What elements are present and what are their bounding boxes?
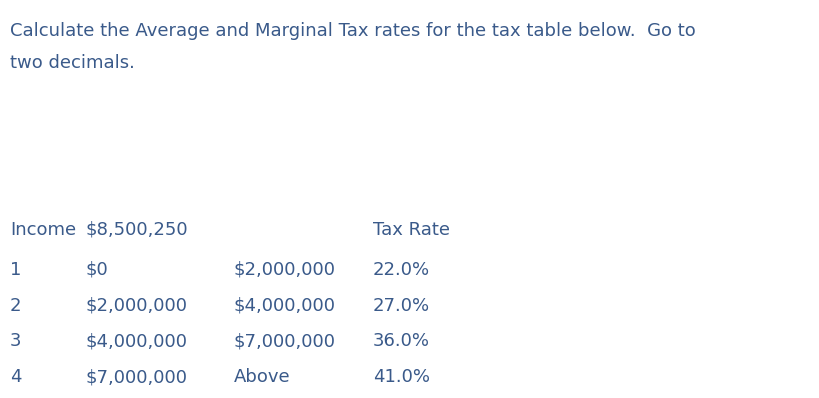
Text: Income: Income bbox=[10, 221, 76, 239]
Text: 27.0%: 27.0% bbox=[373, 297, 430, 314]
Text: $7,000,000: $7,000,000 bbox=[233, 332, 336, 350]
Text: $4,000,000: $4,000,000 bbox=[233, 297, 336, 314]
Text: 3: 3 bbox=[10, 332, 21, 350]
Text: Above: Above bbox=[233, 368, 290, 386]
Text: $4,000,000: $4,000,000 bbox=[86, 332, 188, 350]
Text: $8,500,250: $8,500,250 bbox=[86, 221, 188, 239]
Text: $2,000,000: $2,000,000 bbox=[86, 297, 188, 314]
Text: 4: 4 bbox=[10, 368, 21, 386]
Text: 1: 1 bbox=[10, 261, 21, 279]
Text: 41.0%: 41.0% bbox=[373, 368, 430, 386]
Text: $2,000,000: $2,000,000 bbox=[233, 261, 336, 279]
Text: Calculate the Average and Marginal Tax rates for the tax table below.  Go to: Calculate the Average and Marginal Tax r… bbox=[10, 22, 695, 40]
Text: 36.0%: 36.0% bbox=[373, 332, 430, 350]
Text: two decimals.: two decimals. bbox=[10, 54, 134, 72]
Text: Tax Rate: Tax Rate bbox=[373, 221, 450, 239]
Text: 22.0%: 22.0% bbox=[373, 261, 430, 279]
Text: $0: $0 bbox=[86, 261, 109, 279]
Text: $7,000,000: $7,000,000 bbox=[86, 368, 188, 386]
Text: 2: 2 bbox=[10, 297, 21, 314]
